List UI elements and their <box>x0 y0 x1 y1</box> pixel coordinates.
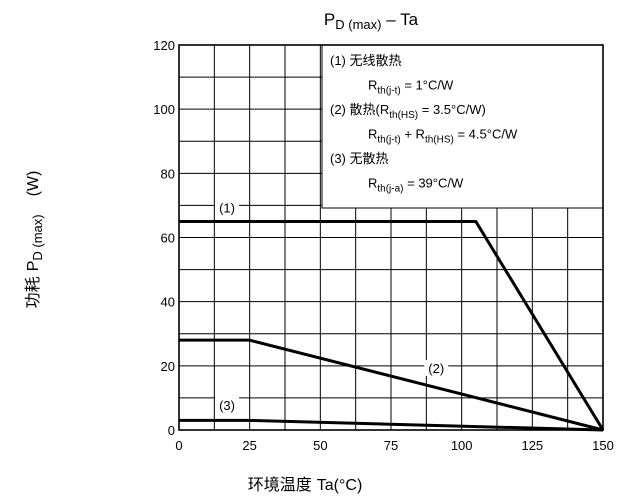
legend-text: = 39°C/W <box>404 176 464 191</box>
legend-subscript: th(j-a) <box>377 184 403 195</box>
curves <box>179 219 605 432</box>
x-tick-label: 0 <box>175 438 182 453</box>
curve-labels: (1) (2) (3) <box>215 199 449 413</box>
legend-text: (2) <box>330 102 350 117</box>
title-max: (max) <box>345 17 382 32</box>
legend-text: R <box>368 176 377 191</box>
chart-title: PD (max) – Ta <box>324 10 419 32</box>
legend-text: = 4.5°C/W <box>454 127 518 142</box>
curve-label-bg <box>215 396 240 413</box>
legend-subscript: th(j-t) <box>377 86 400 97</box>
y-tick-label: 100 <box>153 102 175 117</box>
x-axis-label-cn: 环境温度 <box>248 475 317 494</box>
x-tick-label: 150 <box>592 438 614 453</box>
legend-line: (2) 散热(Rth(HS) = 3.5°C/W) <box>330 102 486 121</box>
y-tick-label: 40 <box>161 295 175 310</box>
y-tick-label: 80 <box>161 166 175 181</box>
curve-label: (3) <box>219 398 235 413</box>
x-axis-label-en: Ta(°C) <box>317 477 363 494</box>
y-axis-label-cn: 功耗 <box>23 271 42 308</box>
curve-label: (1) <box>219 201 235 216</box>
legend-subscript: th(j-t) <box>377 135 400 146</box>
legend-text: = 3.5°C/W) <box>418 102 486 117</box>
legend-text: 无散热 <box>350 152 389 167</box>
x-tick-label: 50 <box>313 438 327 453</box>
y-tick-label: 0 <box>168 423 175 438</box>
legend-text: 无线散热 <box>350 54 402 69</box>
legend-subscript: th(HS) <box>389 110 418 121</box>
tick-labels: 0 25 50 75 100 125 150 0 20 40 60 80 100 120 <box>153 38 614 453</box>
legend-text: R <box>368 78 377 93</box>
y-axis-label-max: (max) <box>30 214 45 251</box>
legend-subscript: th(HS) <box>425 135 454 146</box>
plot-frame <box>178 44 604 431</box>
legend-text: R <box>368 127 377 142</box>
legend-text: = 1°C/W <box>401 78 454 93</box>
title-rest: – Ta <box>382 10 419 29</box>
x-tick-label: 100 <box>451 438 473 453</box>
curve-label-bg <box>424 360 449 377</box>
y-axis-label-d: D <box>30 251 45 260</box>
y-tick-label: 120 <box>153 38 175 53</box>
curve-label: (2) <box>428 361 444 376</box>
legend-line: (1) 无线散热 <box>330 53 402 69</box>
x-tick-label: 75 <box>384 438 398 453</box>
title-p: P <box>324 10 335 29</box>
x-tick-label: 125 <box>521 438 543 453</box>
x-tick-label: 25 <box>242 438 256 453</box>
legend-line: (3) 无散热 <box>330 151 389 167</box>
y-tick-label: 60 <box>161 231 175 246</box>
y-axis-label-p: P <box>25 261 42 272</box>
y-tick-label: 20 <box>161 359 175 374</box>
y-axis-label-unit: (W) <box>25 171 42 197</box>
x-axis-label: 环境温度 Ta(°C) <box>248 475 363 494</box>
legend-text: 散热 <box>350 103 376 118</box>
legend-text: + R <box>401 127 425 142</box>
curve-line <box>179 219 605 431</box>
curve-line <box>179 338 604 432</box>
legend-line: Rth(j-t) = 1°C/W <box>368 78 454 97</box>
curve-label-bg <box>215 199 240 216</box>
legend-line: Rth(j-t) + Rth(HS) = 4.5°C/W <box>368 127 518 146</box>
curve-line <box>179 418 604 432</box>
legend-text: (1) <box>330 53 350 68</box>
title-d: D <box>335 17 344 32</box>
legend-text: (R <box>376 102 390 117</box>
legend-text: (3) <box>330 151 350 166</box>
legend-line: Rth(j-a) = 39°C/W <box>368 176 464 195</box>
y-axis-label: 功耗 PD (max) (W) <box>23 171 45 309</box>
